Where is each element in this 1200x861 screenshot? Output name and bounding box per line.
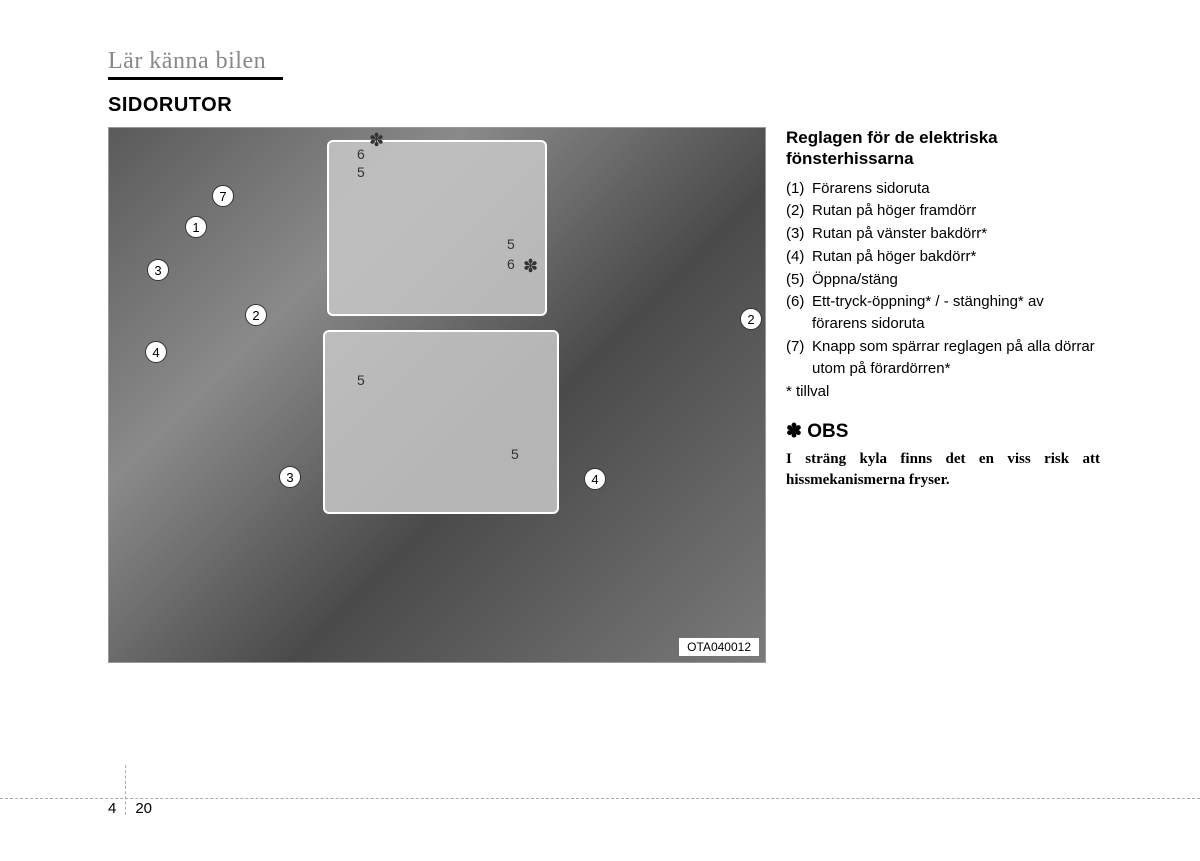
legend-item: (6)Ett-tryck-öppning* / - stänghing* av … [786,291,1100,335]
inset-label: 6 [507,256,515,272]
legend-item: (3)Rutan på vänster bakdörr* [786,223,1100,245]
inset-label: 5 [511,446,519,462]
chapter-title: Lär känna bilen [108,48,283,80]
legend-number: (4) [786,246,812,268]
legend-text: Rutan på vänster bakdörr* [812,223,1100,245]
manual-page: Lär känna bilen SIDORUTOR 1 2 3 4 7 2 3 4 6 5 5 6 5… [0,0,1200,861]
legend-item: (5)Öppna/stäng [786,269,1100,291]
page-footer-rule [0,798,1200,799]
footnote: * tillval [786,383,1100,400]
section-heading: SIDORUTOR [108,94,1100,117]
page-divider [125,765,126,815]
legend-item: (2)Rutan på höger framdörr [786,200,1100,222]
callout-circle: 1 [185,216,207,238]
inset-label: 5 [357,164,365,180]
legend-text: Rutan på höger bakdörr* [812,246,1100,268]
legend-item: (7)Knapp som spärrar reglagen på alla dö… [786,336,1100,380]
page-index: 20 [135,800,152,817]
figure-caption: OTA040012 [679,638,759,656]
chapter-number: 4 [108,800,116,817]
legend-item: (4)Rutan på höger bakdörr* [786,246,1100,268]
inset-bottom [323,330,559,514]
callout-circle: 7 [212,185,234,207]
legend-number: (3) [786,223,812,245]
legend-text: Förarens sidoruta [812,178,1100,200]
inset-label: 5 [357,372,365,388]
callout-circle: 2 [245,304,267,326]
inset-label: 5 [507,236,515,252]
legend-number: (2) [786,200,812,222]
legend-item: (1)Förarens sidoruta [786,178,1100,200]
callout-circle: 2 [740,308,762,330]
obs-text: I sträng kyla finns det en viss risk att… [786,449,1100,490]
callout-circle: 3 [147,259,169,281]
legend-text: Öppna/stäng [812,269,1100,291]
inset-label: 6 [357,146,365,162]
callout-circle: 3 [279,466,301,488]
legend-text: Ett-tryck-öppning* / - stänghing* av för… [812,291,1100,335]
legend-text: Rutan på höger framdörr [812,200,1100,222]
callout-circle: 4 [584,468,606,490]
figure-image: 1 2 3 4 7 2 3 4 6 5 5 6 5 5 ✽ ✽ OTA040012 [108,127,766,663]
asterisk-icon: ✽ [523,256,538,277]
legend-number: (5) [786,269,812,291]
legend-number: (1) [786,178,812,200]
legend-text: Knapp som spärrar reglagen på alla dörra… [812,336,1100,380]
legend-number: (7) [786,336,812,380]
page-number: 4 20 [108,783,152,833]
text-column: Reglagen för de elektriska fönsterhissar… [786,127,1100,663]
subheading: Reglagen för de elektriska fönsterhissar… [786,127,1100,170]
legend-number: (6) [786,291,812,335]
obs-heading: ✽ OBS [786,420,1100,443]
page-header: Lär känna bilen [108,48,1100,80]
content-row: 1 2 3 4 7 2 3 4 6 5 5 6 5 5 ✽ ✽ OTA040012 Reglagen fö… [108,127,1100,663]
figure-column: 1 2 3 4 7 2 3 4 6 5 5 6 5 5 ✽ ✽ OTA040012 [108,127,766,663]
asterisk-icon: ✽ [369,130,384,151]
legend-list: (1)Förarens sidoruta(2)Rutan på höger fr… [786,178,1100,380]
callout-circle: 4 [145,341,167,363]
